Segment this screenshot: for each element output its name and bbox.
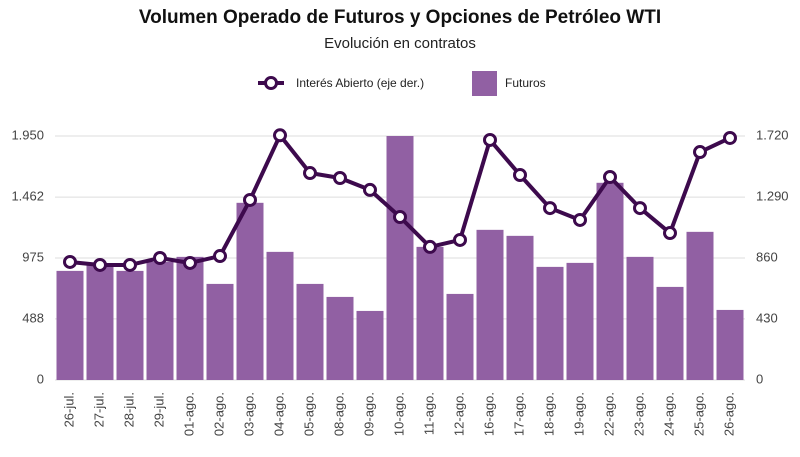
bar (626, 256, 654, 380)
y-tick-label: 1.950 (11, 127, 44, 142)
bar (206, 283, 234, 380)
bar (566, 262, 594, 380)
x-tick-label: 23-ago. (631, 392, 646, 436)
line-marker (603, 169, 617, 184)
line-marker (723, 130, 737, 145)
x-tick-label: 26-jul. (61, 392, 76, 427)
legend-label: Interés Abierto (eje der.) (296, 76, 424, 90)
bar (536, 266, 564, 380)
line-marker (423, 239, 437, 254)
chart-title: Volumen Operado de Futuros y Opciones de… (139, 7, 661, 28)
y-tick-label: 0 (37, 371, 44, 386)
x-tick-label: 09-ago. (361, 392, 376, 436)
x-tick-label: 22-ago. (601, 392, 616, 436)
bar (506, 235, 534, 380)
x-tick-label: 05-ago. (301, 392, 316, 436)
bar (116, 270, 144, 380)
bar (56, 270, 84, 380)
bar (236, 202, 264, 380)
x-tick-label: 11-ago. (421, 392, 436, 435)
bar (146, 261, 174, 380)
x-tick-label: 26-ago. (721, 392, 736, 436)
x-tick-label: 24-ago. (661, 392, 676, 436)
line-marker (93, 257, 107, 272)
x-tick-label: 28-jul. (121, 392, 136, 427)
x-tick-label: 02-ago. (211, 392, 226, 436)
bar (266, 251, 294, 380)
x-tick-label: 03-ago. (241, 392, 256, 436)
legend-swatch (472, 71, 497, 96)
line-marker (693, 145, 707, 160)
bar (326, 296, 354, 380)
x-tick-label: 08-ago. (331, 392, 346, 436)
line-marker (483, 132, 497, 147)
x-tick-label: 01-ago. (181, 392, 196, 436)
x-tick-label: 16-ago. (481, 392, 496, 436)
bar (716, 309, 744, 380)
line-marker (633, 201, 647, 216)
line-marker (663, 226, 677, 241)
line-marker (573, 212, 587, 227)
x-tick-label: 25-ago. (691, 392, 706, 436)
line-marker (63, 254, 77, 269)
line-marker (333, 170, 347, 185)
bar (446, 293, 474, 380)
line-marker (543, 201, 557, 216)
bar (86, 264, 114, 380)
y2-tick-label: 0 (756, 371, 763, 386)
x-tick-label: 27-jul. (91, 392, 106, 427)
x-tick-label: 19-ago. (571, 392, 586, 436)
line-marker (393, 210, 407, 225)
bar (596, 182, 624, 380)
x-tick-label: 04-ago. (271, 392, 286, 436)
bar (356, 310, 384, 380)
x-tick-label: 18-ago. (541, 392, 556, 436)
bar (476, 229, 504, 380)
bar (176, 256, 204, 380)
x-tick-label: 12-ago. (451, 392, 466, 436)
y2-tick-label: 1.290 (756, 188, 789, 203)
line-marker (183, 255, 197, 270)
y2-tick-label: 430 (756, 310, 778, 325)
y-tick-label: 488 (22, 310, 44, 325)
legend-marker (264, 76, 278, 90)
bar (386, 136, 414, 380)
legend-label: Futuros (505, 76, 546, 90)
y-tick-label: 1.462 (11, 189, 44, 204)
line-marker (513, 168, 527, 183)
line-marker (303, 166, 317, 181)
line-marker (273, 128, 287, 143)
bar (416, 246, 444, 380)
x-tick-label: 17-ago. (511, 392, 526, 436)
y-tick-label: 975 (22, 249, 44, 264)
bar (296, 283, 324, 380)
x-tick-label: 10-ago. (391, 392, 406, 436)
line-marker (243, 192, 257, 207)
line-marker (363, 182, 377, 197)
y2-tick-label: 1.720 (756, 127, 789, 142)
bar (686, 231, 714, 380)
line-marker (153, 251, 167, 265)
chart-subtitle: Evolución en contratos (324, 35, 476, 52)
line-marker (123, 257, 137, 272)
x-tick-label: 29-jul. (151, 392, 166, 427)
line-marker (213, 249, 227, 264)
bar (656, 286, 684, 380)
line-marker (453, 232, 467, 247)
y2-tick-label: 860 (756, 249, 778, 264)
